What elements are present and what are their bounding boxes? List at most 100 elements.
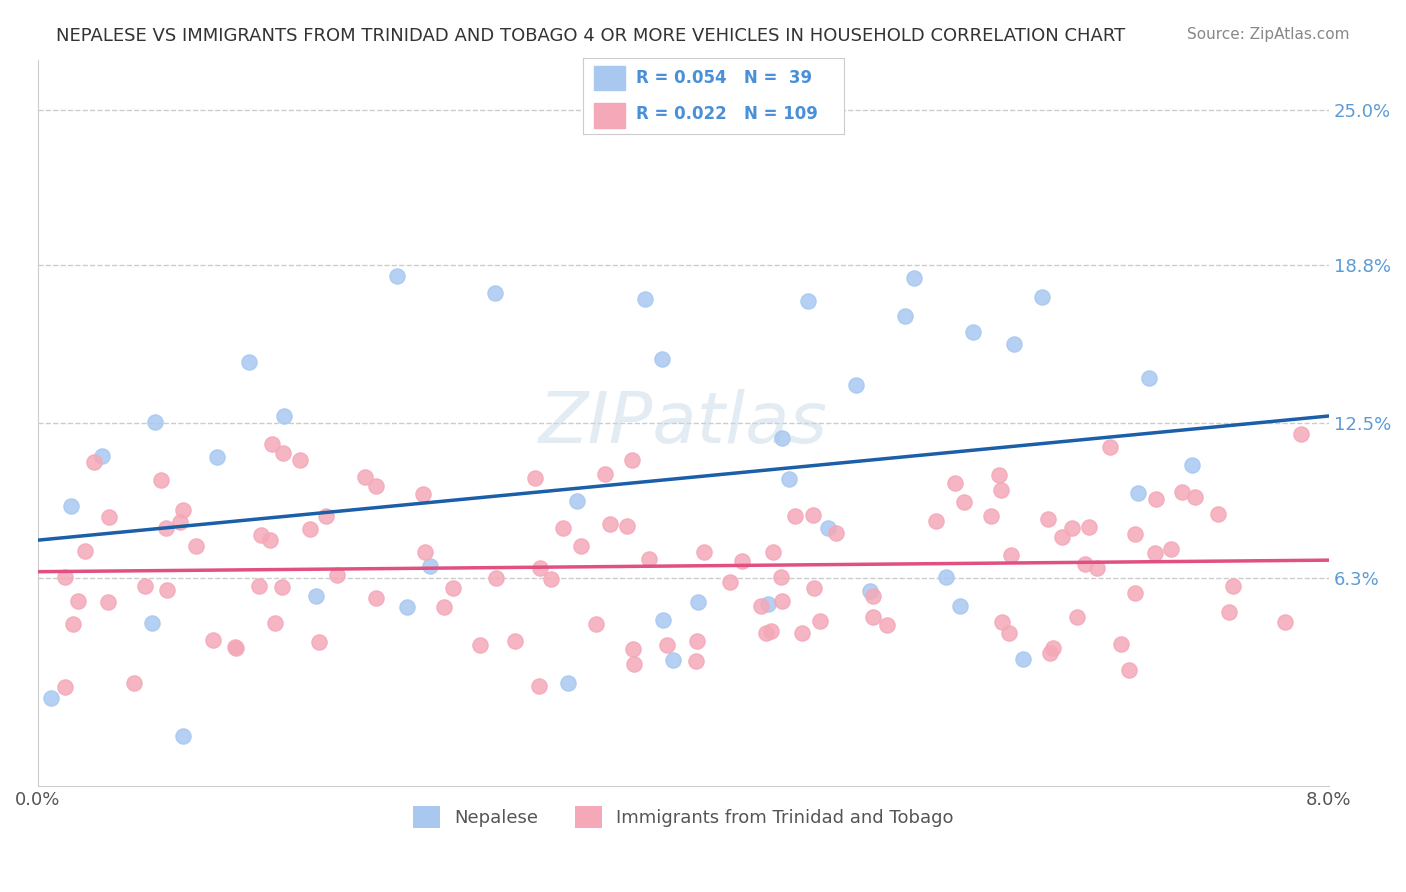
Point (224, 640, 246, 654)
Point (470, 638, 492, 652)
Point (1000, 549, 1022, 563)
Point (308, 635, 330, 649)
Point (156, 582, 179, 597)
Point (540, 572, 562, 586)
Point (75, 544, 97, 558)
Point (1002, 336, 1025, 351)
Point (903, 271, 925, 285)
Point (925, 514, 948, 528)
Point (553, 521, 575, 535)
Point (651, 613, 673, 627)
Text: NEPALESE VS IMMIGRANTS FROM TRINIDAD AND TOBAGO 4 OR MORE VEHICLES IN HOUSEHOLD : NEPALESE VS IMMIGRANTS FROM TRINIDAD AND… (56, 27, 1125, 45)
Point (1050, 531, 1073, 545)
Point (718, 574, 741, 589)
Point (385, 268, 408, 283)
Point (803, 508, 825, 522)
Point (1289, 427, 1312, 442)
Point (620, 453, 643, 467)
Point (935, 569, 957, 583)
Point (201, 632, 224, 647)
Point (59, 499, 82, 513)
Point (962, 325, 984, 339)
Point (621, 641, 644, 656)
Point (595, 467, 617, 481)
Point (527, 679, 550, 693)
Point (184, 539, 207, 553)
Point (1128, 485, 1150, 500)
Point (1143, 546, 1166, 560)
Point (569, 539, 592, 553)
Point (364, 479, 387, 493)
Point (271, 445, 294, 459)
Point (1066, 610, 1088, 624)
Point (39, 691, 62, 706)
Point (172, 503, 194, 517)
Point (769, 570, 792, 584)
Point (651, 351, 673, 366)
Point (484, 286, 506, 301)
Point (845, 378, 868, 392)
Point (1274, 615, 1296, 629)
Point (817, 521, 839, 535)
Point (894, 309, 917, 323)
Point (412, 486, 434, 500)
Point (441, 581, 464, 595)
Point (67, 594, 90, 608)
Point (1031, 290, 1053, 304)
Point (755, 626, 778, 640)
Point (655, 639, 678, 653)
Point (150, 473, 173, 487)
Point (225, 641, 247, 656)
Point (685, 654, 707, 668)
Point (169, 515, 191, 529)
Point (953, 495, 976, 509)
Point (259, 533, 281, 548)
Point (785, 508, 807, 523)
Text: R = 0.054   N =  39: R = 0.054 N = 39 (636, 69, 811, 87)
Point (1181, 458, 1204, 472)
Point (396, 599, 419, 614)
Point (749, 599, 772, 613)
Point (876, 618, 898, 632)
Bar (593, 65, 626, 90)
Point (1137, 371, 1160, 385)
Point (762, 545, 785, 559)
Point (124, 676, 146, 690)
Point (250, 528, 273, 542)
Point (1085, 561, 1108, 575)
Point (990, 615, 1012, 629)
Point (415, 545, 437, 559)
Point (485, 570, 508, 584)
Point (1039, 647, 1062, 661)
Point (529, 561, 551, 575)
Point (1042, 640, 1064, 655)
Point (141, 616, 163, 631)
Point (1171, 485, 1194, 500)
Legend: Nepalese, Immigrants from Trinidad and Tobago: Nepalese, Immigrants from Trinidad and T… (406, 799, 960, 836)
Point (1184, 490, 1206, 504)
Point (796, 294, 818, 309)
Point (1074, 558, 1097, 572)
Point (503, 634, 526, 648)
Text: Source: ZipAtlas.com: Source: ZipAtlas.com (1187, 27, 1350, 42)
Point (205, 450, 228, 465)
Point (1123, 527, 1146, 541)
Point (238, 355, 260, 369)
Point (1118, 663, 1140, 677)
Point (270, 580, 292, 594)
Point (1206, 507, 1229, 521)
Point (97, 595, 120, 609)
Point (778, 472, 800, 486)
Point (353, 470, 375, 484)
Point (172, 730, 194, 744)
Point (731, 554, 754, 568)
Point (288, 453, 311, 467)
Point (366, 591, 388, 605)
Point (97, 509, 120, 524)
Point (1098, 440, 1121, 454)
Point (1218, 605, 1240, 619)
Point (980, 509, 1002, 524)
Point (273, 409, 295, 424)
Point (326, 568, 349, 582)
Point (155, 521, 177, 535)
